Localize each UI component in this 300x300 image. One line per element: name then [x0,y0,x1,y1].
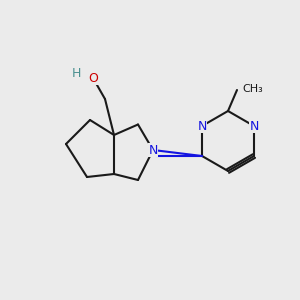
Text: N: N [249,119,259,133]
Text: O: O [88,71,98,85]
Text: CH₃: CH₃ [242,83,263,94]
Text: N: N [197,119,207,133]
Text: N: N [148,143,158,157]
Text: H: H [72,67,81,80]
